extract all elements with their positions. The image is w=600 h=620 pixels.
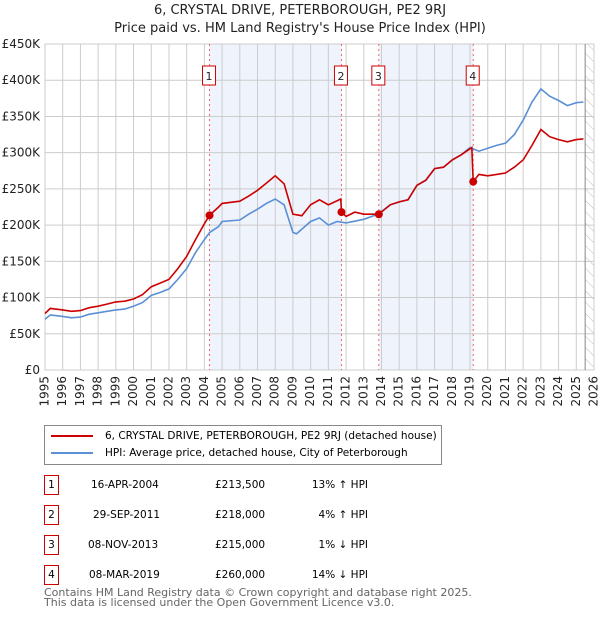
sale-date: 08-NOV-2013 (88, 539, 159, 551)
sale-price: £218,000 (215, 509, 266, 521)
x-tick-label: 1996 (55, 376, 69, 407)
sale-marker-box (202, 65, 217, 86)
sale-marker-box (333, 65, 348, 86)
legend-label: HPI: Average price, detached house, City… (105, 447, 408, 459)
y-tick-label: £250K (2, 182, 42, 196)
price-chart: 1995 1996 1997 1998 1999 2000 2001 2002 2003 2004… (2, 37, 600, 407)
y-tick-label: £0 (25, 363, 40, 377)
x-tick-label: 1999 (108, 376, 122, 407)
legend: 6, CRYSTAL DRIVE, PETERBOROUGH, PE2 9RJ … (44, 425, 442, 465)
y-tick-label: £150K (2, 254, 42, 268)
x-tick-label: 2006 (232, 376, 246, 407)
sale-point (469, 177, 478, 186)
footer: Contains HM Land Registry data © Crown c… (44, 586, 472, 609)
sale-marker-label: 3 (375, 70, 382, 83)
sale-marker-label: 1 (206, 70, 213, 83)
sale-date: 08-MAR-2019 (89, 569, 160, 581)
sale-hpi-diff: 1% ↓ HPI (318, 539, 368, 551)
footer-licence: This data is licensed under the Open Gov… (44, 596, 395, 609)
chart-title: 6, CRYSTAL DRIVE, PETERBOROUGH, PE2 9RJ (153, 3, 447, 18)
x-tick-label: 2007 (250, 376, 264, 407)
x-tick-label: 2013 (356, 376, 370, 407)
x-tick-label: 2021 (498, 376, 512, 407)
x-tick-label: 2000 (126, 376, 140, 407)
sale-marker-box (465, 65, 480, 86)
x-tick-label: 2014 (374, 376, 388, 407)
x-tick-label: 2002 (161, 376, 175, 407)
owned-period-shade (378, 44, 474, 370)
x-tick-label: 2023 (533, 376, 547, 407)
x-tick-label: 2017 (427, 376, 441, 407)
x-tick-label: 1995 (38, 376, 52, 407)
y-tick-label: £350K (2, 109, 42, 123)
chart-subtitle: Price paid vs. HM Land Registry's House … (114, 21, 486, 36)
x-tick-label: 2009 (285, 376, 299, 407)
x-tick-label: 2018 (445, 376, 459, 407)
x-tick-label: 2003 (179, 376, 193, 407)
y-tick-label: £100K (2, 291, 42, 305)
sale-point (337, 208, 346, 217)
sale-price: £213,500 (215, 479, 266, 491)
hpi-line (44, 87, 584, 320)
x-tick-label: 2012 (339, 376, 353, 407)
sale-number-badge: 4 (44, 565, 59, 585)
sale-number-badge: 2 (44, 505, 59, 525)
footer-copyright: Contains HM Land Registry data © Crown c… (44, 586, 472, 599)
sale-row: 1 16-APR-2004 £213,500 13% ↑ HPI (44, 475, 374, 497)
x-tick-label: 2024 (551, 376, 565, 407)
legend-item-property: 6, CRYSTAL DRIVE, PETERBOROUGH, PE2 9RJ … (51, 428, 437, 444)
x-tick-label: 2011 (321, 376, 335, 407)
x-tick-label: 1998 (91, 376, 105, 407)
sale-point (374, 210, 383, 219)
x-tick-label: 2025 (569, 376, 583, 407)
forecast-hatch (585, 44, 594, 370)
sale-price: £260,000 (215, 569, 266, 581)
x-tick-label: 2022 (516, 376, 530, 407)
sale-date: 16-APR-2004 (91, 479, 159, 491)
x-tick-label: 2005 (215, 376, 229, 407)
y-tick-label: £300K (2, 146, 42, 160)
sale-point (205, 211, 214, 220)
property-price-line (44, 128, 584, 315)
sale-marker-box (371, 65, 386, 86)
legend-item-hpi: HPI: Average price, detached house, City… (51, 445, 408, 461)
x-tick-label: 2026 (587, 376, 600, 407)
legend-label: 6, CRYSTAL DRIVE, PETERBOROUGH, PE2 9RJ … (105, 430, 437, 442)
sale-date: 29-SEP-2011 (93, 509, 161, 521)
x-tick-label: 2020 (480, 376, 494, 407)
x-tick-label: 2016 (409, 376, 423, 407)
x-tick-label: 2001 (144, 376, 158, 407)
sale-price: £215,000 (215, 539, 266, 551)
x-tick-label: 1997 (73, 376, 87, 407)
legend-swatch-red (51, 435, 93, 437)
x-tick-label: 2010 (303, 376, 317, 407)
y-tick-label: £200K (2, 218, 42, 232)
x-tick-label: 2019 (463, 376, 477, 407)
sale-number-badge: 1 (44, 475, 59, 495)
y-tick-label: £400K (2, 73, 42, 87)
sale-row: 3 08-NOV-2013 £215,000 1% ↓ HPI (44, 535, 374, 557)
sale-hpi-diff: 14% ↓ HPI (311, 569, 368, 581)
sale-hpi-diff: 13% ↑ HPI (311, 479, 368, 491)
plot-border (44, 43, 595, 371)
sale-marker-label: 2 (337, 70, 344, 83)
y-tick-label: £450K (2, 37, 42, 51)
y-tick-label: £50K (9, 327, 41, 341)
legend-swatch-blue (51, 452, 93, 454)
sale-hpi-diff: 4% ↑ HPI (318, 509, 368, 521)
sale-marker-label: 4 (469, 70, 476, 83)
sale-row: 4 08-MAR-2019 £260,000 14% ↓ HPI (44, 565, 374, 587)
x-tick-label: 2015 (392, 376, 406, 407)
x-tick-label: 2008 (268, 376, 282, 407)
sale-number-badge: 3 (44, 535, 59, 555)
sale-row: 2 29-SEP-2011 £218,000 4% ↑ HPI (44, 505, 374, 527)
x-tick-label: 2004 (197, 376, 211, 407)
